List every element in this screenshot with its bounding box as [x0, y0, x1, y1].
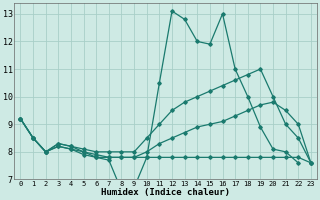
- X-axis label: Humidex (Indice chaleur): Humidex (Indice chaleur): [101, 188, 230, 197]
